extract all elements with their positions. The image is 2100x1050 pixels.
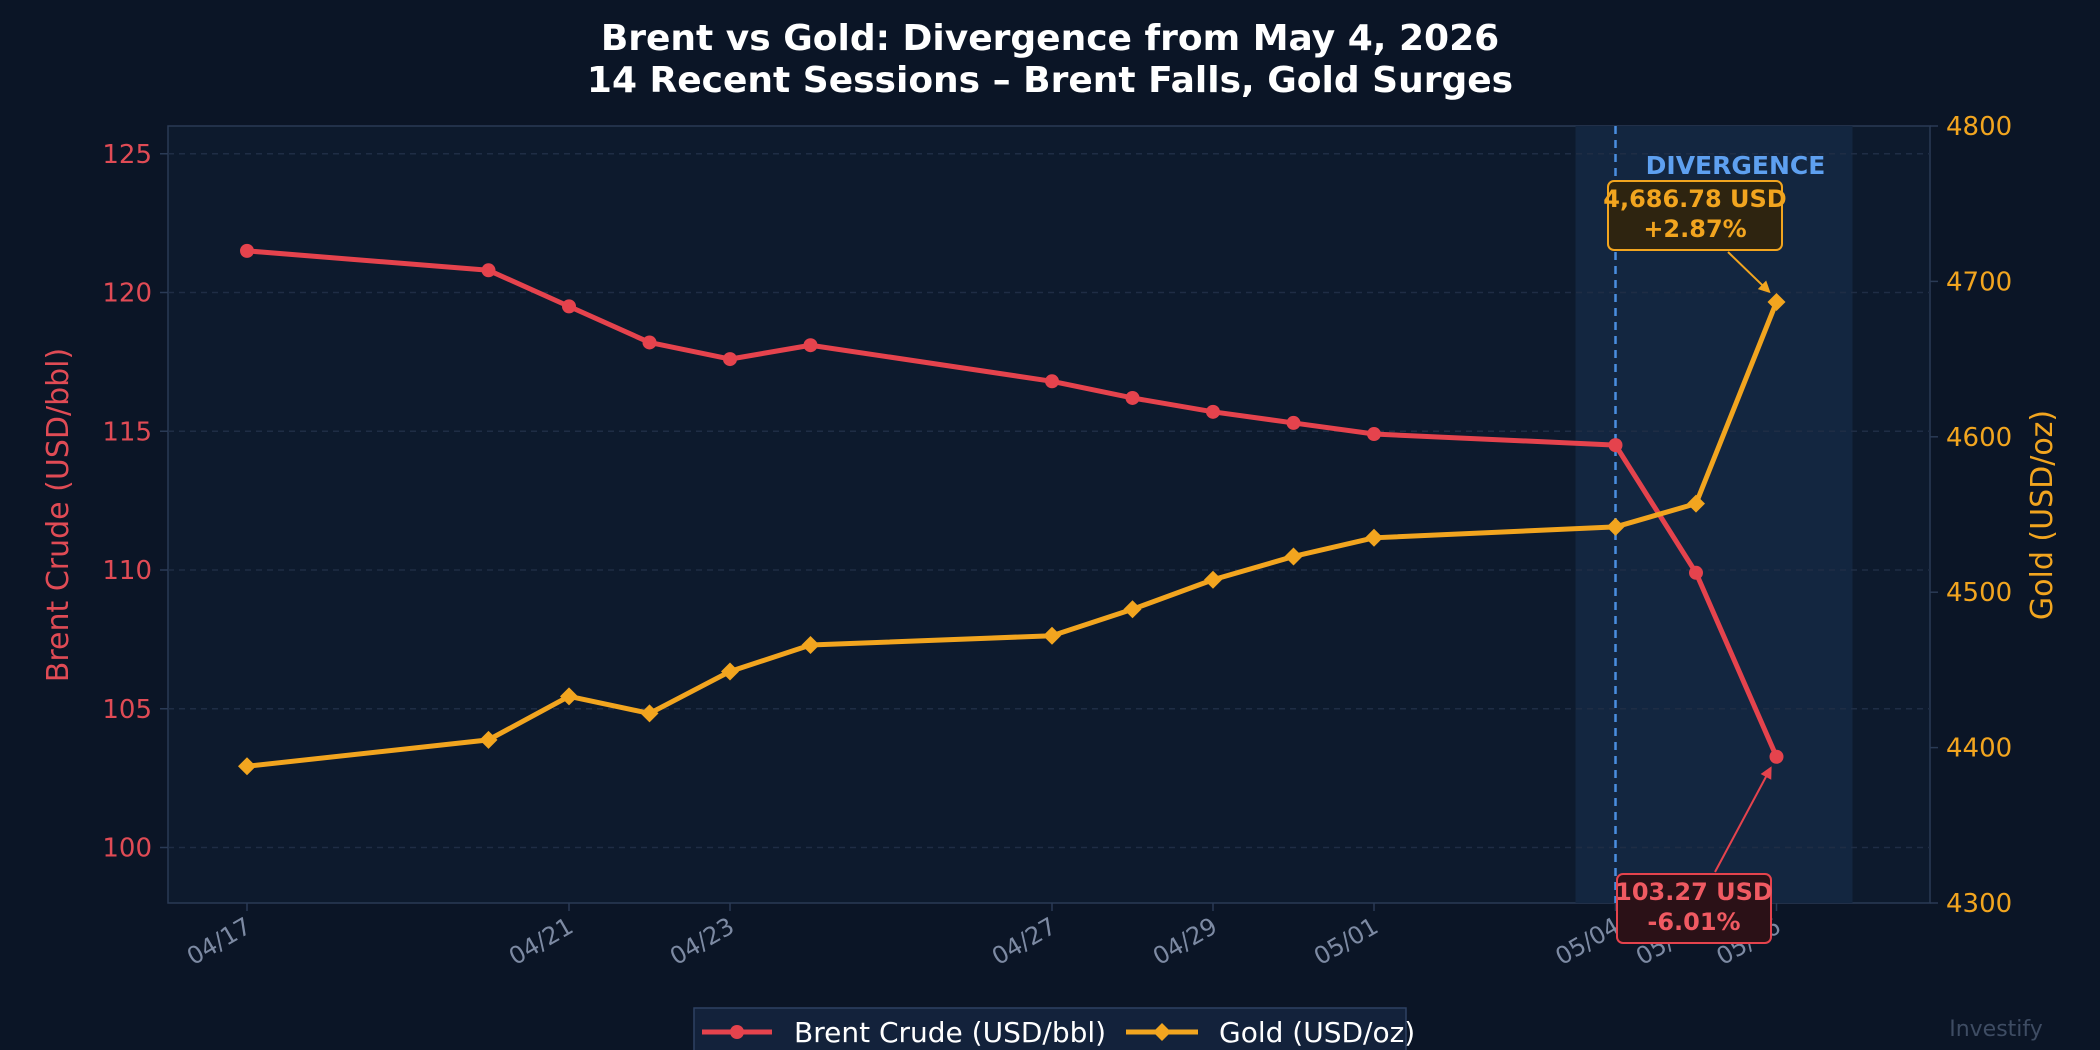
left-axis-ticks: 100 105 110 115 120 125 (102, 140, 168, 864)
brent-annotation-value: 103.27 USD (1615, 878, 1773, 906)
brent-point (1367, 427, 1381, 442)
gold-point (1365, 528, 1383, 547)
series-line-gold (244, 299, 1779, 769)
series-layer (238, 243, 1786, 776)
brent-annotation-arrowhead (1760, 766, 1772, 780)
brent-point (1125, 390, 1140, 405)
left-tick-label: 100 (102, 834, 152, 864)
gold-point (1284, 547, 1303, 566)
brent-point (723, 352, 737, 367)
gold-point (1204, 570, 1222, 589)
brent-annotation: 103.27 USD -6.01% (1615, 766, 1773, 944)
brent-annotation-change: -6.01% (1647, 908, 1740, 936)
legend-brent-marker (730, 1025, 744, 1039)
brent-point (803, 338, 818, 353)
gold-point (479, 730, 498, 749)
right-axis-ticks: 4300 4400 4500 4600 4700 4800 (1930, 112, 2012, 919)
right-tick-label: 4400 (1946, 734, 2012, 764)
gold-point (238, 757, 256, 776)
left-tick-label: 115 (102, 417, 152, 447)
left-tick-label: 105 (102, 695, 152, 725)
brent-point (1769, 749, 1784, 764)
brent-point (1286, 415, 1301, 430)
gold-annotation: 4,686.78 USD +2.87% (1603, 180, 1787, 294)
gold-point (1043, 626, 1061, 645)
brent-point (481, 263, 496, 278)
brent-annotation-arrow (1714, 772, 1770, 873)
legend-gold-marker (1153, 1023, 1171, 1041)
legend-box (693, 1007, 1407, 1050)
watermark: Investify (1949, 1017, 2043, 1042)
grid-lines (168, 153, 1930, 849)
gold-point (640, 704, 659, 723)
gold-annotation-arrowhead (1757, 280, 1771, 294)
right-tick-label: 4600 (1946, 423, 2012, 453)
gold-annotation-box (1607, 180, 1783, 251)
gold-annotation-change: +2.87% (1643, 215, 1746, 243)
brent-point (240, 243, 254, 258)
brent-point (1045, 374, 1059, 389)
left-tick-label: 110 (102, 556, 152, 586)
legend: Brent Crude (USD/bbl) Gold (USD/oz) (693, 1007, 1415, 1050)
right-tick-label: 4700 (1946, 267, 2012, 297)
series-line-brent (244, 248, 1779, 760)
chart-subtitle: 14 Recent Sessions – Brent Falls, Gold S… (587, 60, 1513, 101)
brent-point (1206, 404, 1220, 419)
legend-gold-label: Gold (USD/oz) (1219, 1016, 1415, 1049)
brent-annotation-box (1616, 873, 1772, 944)
gold-annotation-arrow (1727, 251, 1767, 289)
right-axis-label: Gold (USD/oz) (2025, 410, 2060, 620)
gold-point (801, 636, 820, 655)
gold-point (1606, 517, 1625, 536)
left-tick-label: 120 (102, 279, 152, 309)
brent-point (562, 299, 576, 314)
legend-brent-label: Brent Crude (USD/bbl) (794, 1016, 1106, 1049)
right-tick-label: 4500 (1946, 578, 2012, 608)
gold-point (1123, 600, 1142, 619)
chart-title: Brent vs Gold: Divergence from May 4, 20… (601, 18, 1499, 59)
right-tick-label: 4800 (1946, 112, 2012, 142)
brent-point (1608, 438, 1623, 453)
left-axis-label: Brent Crude (USD/bbl) (41, 348, 76, 682)
gold-point (1767, 292, 1786, 311)
gold-point (560, 687, 578, 706)
divergence-label: DIVERGENCE (1646, 151, 1826, 180)
left-tick-label: 125 (102, 140, 152, 170)
brent-point (1689, 565, 1703, 580)
gold-annotation-value: 4,686.78 USD (1603, 185, 1786, 213)
gold-point (721, 662, 739, 681)
gold-point (1687, 494, 1705, 513)
brent-point (642, 335, 657, 350)
right-tick-label: 4300 (1946, 889, 2012, 919)
divergence-region (1575, 126, 1853, 903)
